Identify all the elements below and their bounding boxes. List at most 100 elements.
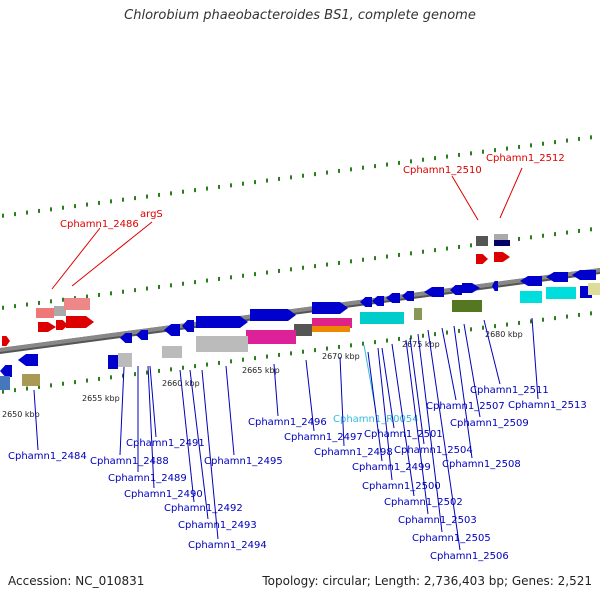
tick-mark-lower-outer: [134, 372, 136, 377]
tick-mark-lower-outer: [566, 314, 568, 319]
tick-mark-top: [194, 188, 196, 193]
label-leader-line: [409, 337, 425, 445]
label-leader-line: [273, 363, 279, 417]
gene-label: Cphamn1_2502: [384, 497, 463, 508]
tick-mark-upper-outer: [62, 297, 64, 302]
label-leader-line: [499, 167, 523, 219]
tick-mark-top: [482, 149, 484, 154]
label-leader-line: [119, 366, 125, 456]
gene-feature: [2, 336, 10, 346]
gene-label: Cphamn1_2488: [90, 456, 169, 467]
label-leader-line: [417, 333, 443, 533]
tick-mark-upper-outer: [590, 227, 592, 232]
tick-mark-upper-outer: [266, 270, 268, 275]
gene-label: Cphamn1_2486: [60, 219, 139, 230]
axis-tick-label: 2660 kbp: [162, 379, 200, 388]
tick-mark-lower-outer: [38, 384, 40, 389]
gene-feature: [0, 376, 10, 390]
gene-feature: [36, 308, 54, 318]
tick-mark-lower-outer: [518, 320, 520, 325]
gene-label: Cphamn1_2503: [398, 515, 477, 526]
tick-mark-top: [254, 180, 256, 185]
genome-title: Chlorobium phaeobacteroides BS1, complet…: [124, 8, 476, 23]
tick-mark-top: [2, 213, 4, 218]
label-leader-line: [339, 356, 345, 447]
tick-mark-top: [590, 135, 592, 140]
tick-mark-top: [110, 199, 112, 204]
gene-label: Cphamn1_2499: [352, 462, 431, 473]
tick-mark-lower-outer: [2, 389, 4, 394]
label-leader-line: [33, 389, 39, 451]
tick-mark-lower-outer: [146, 370, 148, 375]
tick-mark-upper-outer: [194, 280, 196, 285]
tick-mark-top: [218, 184, 220, 189]
tick-mark-top: [98, 200, 100, 205]
label-leader-line: [305, 359, 315, 432]
gene-feature: [196, 336, 248, 352]
gene-feature: [546, 272, 568, 282]
label-leader-line: [147, 365, 155, 489]
tick-mark-lower-outer: [326, 346, 328, 351]
tick-mark-lower-outer: [218, 360, 220, 365]
tick-mark-upper-outer: [26, 302, 28, 307]
tick-mark-upper-outer: [554, 232, 556, 237]
gene-label: Cphamn1_2504: [394, 445, 473, 456]
tick-mark-lower-outer: [578, 312, 580, 317]
tick-mark-upper-outer: [338, 260, 340, 265]
gene-label: Cphamn1_2497: [284, 432, 363, 443]
gene-feature: [520, 291, 542, 303]
tick-mark-lower-outer: [542, 317, 544, 322]
tick-mark-lower-outer: [374, 340, 376, 345]
tick-mark-lower-outer: [122, 373, 124, 378]
tick-mark-upper-outer: [110, 291, 112, 296]
label-leader-line: [149, 365, 157, 438]
tick-mark-upper-outer: [98, 292, 100, 297]
label-leader-line: [201, 369, 219, 540]
tick-mark-top: [230, 183, 232, 188]
gene-feature: [360, 297, 372, 307]
gene-label: Cphamn1_2491: [126, 438, 205, 449]
gene-feature: [384, 312, 404, 324]
tick-mark-lower-outer: [206, 362, 208, 367]
tick-mark-top: [386, 162, 388, 167]
gene-feature: [108, 355, 118, 369]
tick-mark-lower-outer: [62, 381, 64, 386]
gene-feature: [494, 240, 510, 246]
tick-mark-lower-outer: [278, 352, 280, 357]
tick-mark-top: [170, 191, 172, 196]
tick-mark-upper-outer: [182, 281, 184, 286]
tick-mark-lower-outer: [26, 386, 28, 391]
tick-mark-lower-outer: [386, 338, 388, 343]
gene-feature: [136, 330, 148, 340]
tick-mark-upper-outer: [542, 233, 544, 238]
tick-mark-lower-outer: [182, 365, 184, 370]
gene-label: Cphamn1_2512: [486, 153, 565, 164]
tick-mark-top: [50, 207, 52, 212]
tick-mark-upper-outer: [326, 262, 328, 267]
tick-mark-top: [506, 146, 508, 151]
gene-feature: [402, 291, 414, 301]
tick-mark-upper-outer: [434, 248, 436, 253]
gene-feature: [196, 316, 248, 328]
tick-mark-top: [74, 204, 76, 209]
tick-mark-top: [350, 167, 352, 172]
tick-mark-lower-outer: [458, 328, 460, 333]
tick-mark-top: [542, 141, 544, 146]
tick-mark-upper-outer: [530, 235, 532, 240]
genome-summary-text: Topology: circular; Length: 2,736,403 bp…: [262, 574, 592, 588]
tick-mark-upper-outer: [446, 246, 448, 251]
tick-mark-lower-outer: [194, 364, 196, 369]
tick-mark-lower-outer: [410, 335, 412, 340]
tick-mark-lower-outer: [350, 343, 352, 348]
tick-mark-lower-outer: [74, 380, 76, 385]
tick-mark-top: [266, 178, 268, 183]
tick-mark-top: [182, 189, 184, 194]
label-leader-line: [377, 347, 393, 481]
gene-feature: [520, 276, 542, 286]
tick-mark-top: [566, 138, 568, 143]
tick-mark-top: [374, 164, 376, 169]
tick-mark-top: [86, 202, 88, 207]
tick-mark-lower-outer: [50, 383, 52, 388]
tick-mark-upper-outer: [134, 288, 136, 293]
gene-feature: [0, 365, 12, 377]
